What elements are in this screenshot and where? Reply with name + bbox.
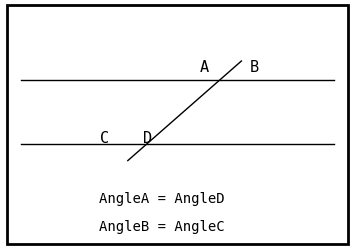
Text: C: C [100, 131, 109, 146]
Text: AngleB = AngleC: AngleB = AngleC [99, 220, 225, 234]
Text: B: B [249, 60, 258, 75]
Text: A: A [200, 60, 209, 75]
Text: D: D [143, 131, 152, 146]
Text: AngleA = AngleD: AngleA = AngleD [99, 192, 225, 206]
